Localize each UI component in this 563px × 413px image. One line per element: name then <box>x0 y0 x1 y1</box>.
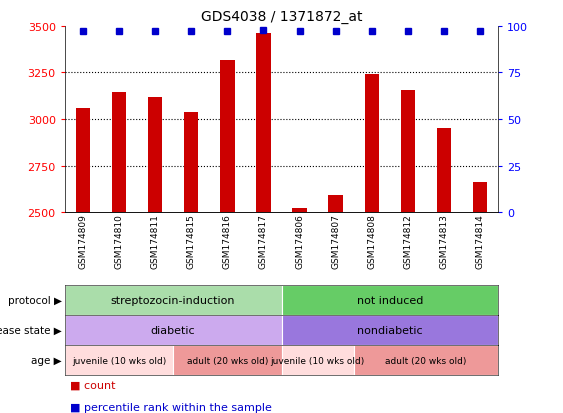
Text: adult (20 wks old): adult (20 wks old) <box>385 356 467 365</box>
Text: protocol ▶: protocol ▶ <box>8 295 62 305</box>
Text: diabetic: diabetic <box>151 325 195 335</box>
Text: disease state ▶: disease state ▶ <box>0 325 62 335</box>
Text: juvenile (10 wks old): juvenile (10 wks old) <box>270 356 365 365</box>
Text: adult (20 wks old): adult (20 wks old) <box>186 356 268 365</box>
Bar <box>184 112 198 213</box>
Bar <box>401 91 415 213</box>
Bar <box>354 345 498 375</box>
Text: streptozocin-induction: streptozocin-induction <box>111 295 235 305</box>
Bar <box>256 34 271 213</box>
Text: ■ percentile rank within the sample: ■ percentile rank within the sample <box>70 402 272 412</box>
Bar <box>75 109 90 213</box>
Bar <box>282 285 498 315</box>
Bar <box>292 209 307 213</box>
Text: age ▶: age ▶ <box>32 355 62 366</box>
Bar <box>473 183 488 213</box>
Bar <box>65 315 282 345</box>
Text: not induced: not induced <box>357 295 423 305</box>
Bar <box>282 345 354 375</box>
Text: ■ count: ■ count <box>70 380 116 389</box>
Bar <box>65 345 173 375</box>
Bar <box>111 93 126 213</box>
Text: nondiabetic: nondiabetic <box>357 325 423 335</box>
Text: GDS4038 / 1371872_at: GDS4038 / 1371872_at <box>201 10 362 24</box>
Bar <box>220 61 235 213</box>
Bar <box>365 75 379 213</box>
Bar <box>437 129 452 213</box>
Bar <box>65 285 282 315</box>
Text: juvenile (10 wks old): juvenile (10 wks old) <box>72 356 166 365</box>
Bar <box>328 196 343 213</box>
Bar <box>282 315 498 345</box>
Bar <box>148 97 162 213</box>
Bar <box>173 345 282 375</box>
